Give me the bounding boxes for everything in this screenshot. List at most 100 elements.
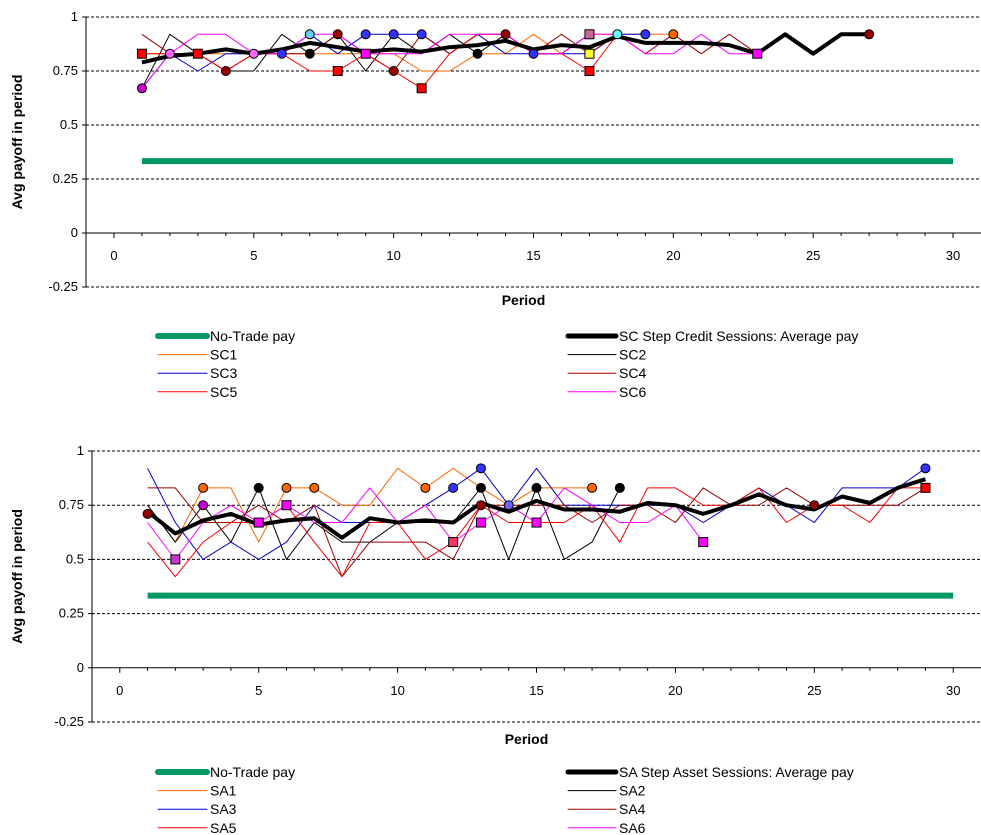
square-marker	[170, 554, 181, 565]
legend-label: SA4	[619, 801, 646, 817]
circle-marker	[475, 463, 486, 474]
y-tick-label: 0	[77, 660, 84, 675]
x-tick-label: 30	[946, 683, 960, 698]
series-line-sa1	[147, 467, 593, 543]
x-tick-label: 30	[946, 248, 960, 263]
square-marker	[416, 83, 427, 94]
y-tick-label: 0.75	[53, 63, 78, 78]
legend-label: SC6	[619, 384, 646, 400]
x-tick-label: 10	[390, 683, 404, 698]
circle-marker	[281, 482, 292, 493]
circle-marker	[920, 463, 931, 474]
circle-marker	[388, 66, 399, 76]
legend-label: SC4	[619, 365, 646, 381]
legend-label: SA6	[619, 820, 646, 835]
square-marker	[752, 48, 763, 59]
y-tick-label: 0.5	[60, 117, 78, 132]
legend-2: No-Trade pay SA1 SA3 SA5 SA Step Asset Sessi…	[155, 764, 854, 835]
circle-marker	[388, 29, 399, 40]
legend-label: SC Step Credit Sessions: Average pay	[619, 328, 858, 344]
y-tick-label: 0.75	[59, 497, 84, 512]
circle-marker	[276, 48, 287, 59]
legend-label: SA3	[210, 801, 237, 817]
circle-marker	[809, 500, 820, 511]
circle-marker	[640, 29, 651, 40]
y-tick-label: -0.25	[48, 279, 78, 294]
square-marker	[332, 66, 343, 76]
x-tick-label: 5	[250, 248, 257, 263]
circle-marker	[448, 482, 459, 493]
series-line-sc6	[141, 33, 758, 89]
series-line-sa6	[147, 487, 704, 560]
x-tick-label: 20	[668, 683, 682, 698]
square-marker	[360, 48, 371, 59]
square-marker	[192, 48, 203, 59]
circle-marker	[472, 48, 483, 59]
circle-marker	[198, 482, 209, 493]
circle-marker	[309, 482, 320, 493]
x-tick-label: 25	[806, 248, 820, 263]
circle-marker	[587, 482, 598, 493]
y-tick-label: 0.25	[59, 606, 84, 621]
x-tick-label: 25	[807, 683, 821, 698]
legend-1: No-Trade pay SC1 SC3 SC5 SC Step Credit Sess…	[155, 328, 858, 400]
circle-marker	[142, 508, 153, 519]
circle-marker	[614, 482, 625, 493]
circle-marker	[528, 48, 539, 59]
circle-marker	[531, 482, 542, 493]
circle-marker	[475, 482, 486, 493]
legend-label: SA1	[210, 783, 237, 799]
square-marker	[584, 66, 595, 76]
y-tick-label: 0	[71, 225, 78, 240]
x-tick-label: 0	[116, 683, 123, 698]
circle-marker	[136, 83, 147, 94]
x-tick-label: 5	[255, 683, 262, 698]
y-tick-label: -0.25	[54, 714, 84, 729]
circle-marker	[164, 48, 175, 59]
y-tick-label: 1	[77, 443, 84, 458]
legend-label: SA5	[210, 820, 237, 835]
square-marker	[253, 517, 264, 528]
circle-marker	[612, 29, 623, 40]
x-axis-title: Period	[502, 292, 546, 308]
series-line-sa2	[147, 487, 621, 560]
legend-label: SA2	[619, 783, 646, 799]
square-marker	[448, 537, 459, 548]
square-marker	[584, 29, 595, 40]
circle-marker	[220, 66, 231, 76]
square-marker	[475, 517, 486, 528]
circle-marker	[198, 500, 209, 511]
circle-marker	[416, 29, 427, 40]
circle-marker	[668, 29, 679, 40]
x-tick-label: 20	[666, 248, 680, 263]
circle-marker	[253, 482, 264, 493]
circle-marker	[304, 48, 315, 59]
series-line-sc3	[141, 33, 646, 89]
circle-marker	[503, 500, 514, 511]
series-line-sa4	[147, 487, 926, 578]
series-line-sa-step-asset-sessions-average-pay	[146, 477, 926, 540]
circle-marker	[332, 29, 343, 40]
circle-marker	[500, 29, 511, 40]
square-marker	[698, 537, 709, 548]
square-marker	[584, 48, 595, 59]
x-tick-label: 15	[526, 248, 540, 263]
x-tick-label: 10	[386, 248, 400, 263]
circle-marker	[248, 48, 259, 59]
x-tick-label: 0	[110, 248, 117, 263]
circle-marker	[420, 482, 431, 493]
circle-marker	[360, 29, 371, 40]
x-tick-label: 15	[529, 683, 543, 698]
square-marker	[920, 482, 931, 493]
y-tick-label: 0.25	[53, 171, 78, 186]
legend-label: SC2	[619, 347, 646, 363]
square-marker	[531, 517, 542, 528]
y-axis-title: Avg payoff in period	[9, 509, 25, 644]
y-axis-title: Avg payoff in period	[9, 75, 25, 210]
legend-label: No-Trade pay	[210, 764, 295, 780]
circle-marker	[304, 29, 315, 40]
legend-label: SC5	[210, 384, 237, 400]
